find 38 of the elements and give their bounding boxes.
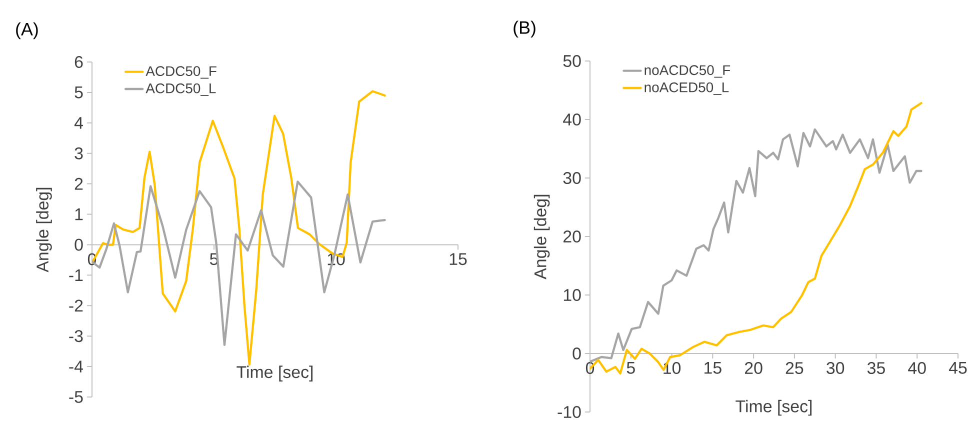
y-tick-label: -10 — [558, 406, 581, 418]
y-tick-label: -4 — [69, 360, 83, 372]
x-tick-label: 20 — [745, 362, 762, 374]
y-tick-label: 4 — [74, 117, 83, 129]
y-tick-label: 20 — [564, 230, 581, 242]
x-tick-label: 35 — [867, 362, 885, 374]
y-tick-label: 2 — [74, 178, 83, 190]
chart-title: (B) — [514, 20, 536, 38]
x-tick-label: 40 — [908, 362, 926, 374]
y-tick-label: -3 — [69, 330, 83, 342]
y-tick-label: 50 — [563, 55, 581, 67]
x-tick-label: 5 — [626, 362, 635, 374]
legend-label: noACED50_L — [644, 82, 729, 95]
y-tick-label: -5 — [69, 391, 83, 403]
y-tick-label: 3 — [74, 147, 83, 160]
y-tick-label: 5 — [74, 86, 83, 98]
y-tick-label: 6 — [74, 56, 83, 68]
x-tick-label: 15 — [704, 362, 722, 374]
chart-title: (A) — [16, 22, 38, 40]
y-axis-title: Angle [deg] — [36, 188, 52, 272]
x-tick-label: 25 — [786, 362, 804, 374]
y-tick-label: 30 — [563, 172, 581, 184]
legend-label: ACDC50_F — [146, 66, 216, 79]
y-tick-label: 10 — [564, 289, 581, 301]
y-tick-label: 0 — [572, 348, 581, 360]
legend-label: noACDC50_F — [644, 65, 730, 78]
x-tick-label: 30 — [826, 362, 844, 374]
x-axis-title: Time [sec] — [236, 366, 313, 382]
x-axis-title: Time [sec] — [736, 400, 812, 416]
legend-label: ACDC50_L — [146, 83, 216, 96]
y-tick-label: 40 — [563, 114, 581, 126]
x-tick-label: 45 — [948, 362, 967, 374]
y-tick-label: 1 — [75, 208, 83, 220]
y-tick-label: -1 — [69, 269, 83, 282]
x-tick-label: 15 — [450, 253, 467, 266]
y-axis-title: Angle [deg] — [534, 194, 550, 280]
y-tick-label: 0 — [74, 238, 83, 251]
y-tick-label: -2 — [69, 300, 83, 312]
